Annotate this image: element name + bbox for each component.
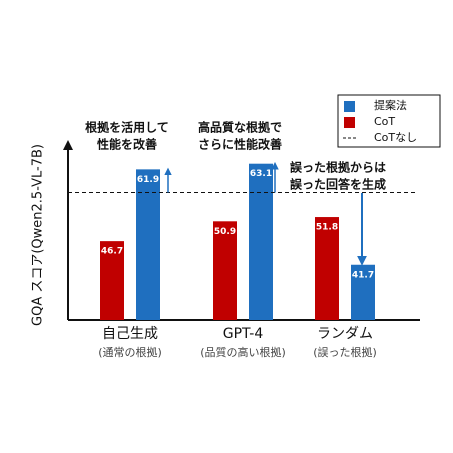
bar <box>136 169 160 320</box>
bar <box>249 163 273 320</box>
value-label: 50.9 <box>214 227 236 237</box>
value-label: 46.7 <box>101 247 123 257</box>
legend-swatch <box>344 117 355 128</box>
x-tick-sublabel: (品質の高い根拠) <box>200 345 286 359</box>
value-label: 61.9 <box>137 175 159 185</box>
bar <box>213 221 237 320</box>
x-tick-sublabel: (通常の根拠) <box>98 345 162 359</box>
bar <box>315 217 339 320</box>
bar <box>351 264 375 320</box>
value-label: 51.8 <box>316 223 338 233</box>
annotation: 高品質な根拠で <box>198 120 282 135</box>
annotation: 誤った回答を生成 <box>290 177 386 192</box>
value-label: 63.1 <box>250 169 272 179</box>
x-tick-label: ランダム <box>317 326 373 342</box>
x-tick-label: 自己生成 <box>102 326 158 342</box>
legend-swatch <box>344 101 355 112</box>
legend-label: CoTなし <box>374 131 417 144</box>
annotation: 根拠を活用して <box>85 120 169 135</box>
x-tick-label: GPT-4 <box>223 326 264 342</box>
legend-label: CoT <box>374 115 395 128</box>
annotation: 誤った根拠からは <box>290 160 386 175</box>
legend-label: 提案法 <box>374 98 407 112</box>
x-tick-sublabel: (誤った根拠) <box>313 345 377 359</box>
value-label: 41.7 <box>352 270 374 280</box>
annotation: 性能を改善 <box>96 137 157 152</box>
annotation: さらに性能改善 <box>198 137 282 152</box>
y-axis-label: GQA スコア(Qwen2.5-VL-7B) <box>31 144 46 326</box>
bar <box>100 241 124 320</box>
